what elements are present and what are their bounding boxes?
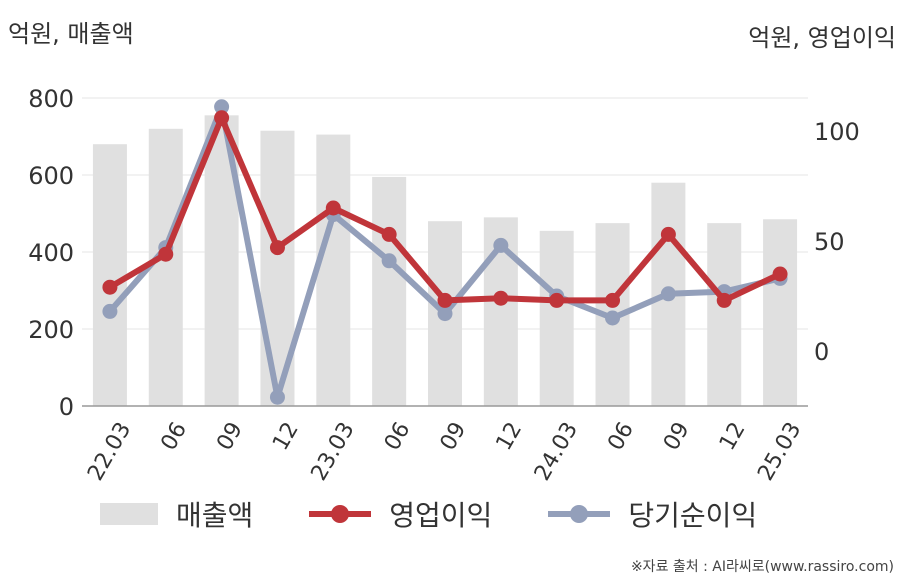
x-tick-label: 06 bbox=[156, 418, 192, 455]
net-income-point bbox=[269, 389, 285, 405]
right-tick-label: 50 bbox=[814, 228, 845, 256]
profit-lines bbox=[102, 99, 788, 405]
x-tick-label: 09 bbox=[436, 418, 472, 455]
legend-swatch-revenue bbox=[100, 503, 158, 525]
operating-profit-point bbox=[716, 292, 732, 308]
left-tick-label: 800 bbox=[28, 85, 74, 113]
legend-item-operating-profit: 영업이익 bbox=[309, 494, 492, 534]
left-tick-label: 200 bbox=[28, 316, 74, 344]
operating-profit-point bbox=[381, 226, 397, 242]
net-income-point bbox=[493, 237, 509, 253]
operating-profit-point bbox=[549, 292, 565, 308]
operating-profit-point bbox=[269, 240, 285, 256]
right-tick-label: 0 bbox=[814, 338, 829, 366]
operating-profit-point bbox=[605, 292, 621, 308]
left-tick-label: 400 bbox=[28, 239, 74, 267]
revenue-bar bbox=[92, 144, 127, 406]
legend-item-net-income: 당기순이익 bbox=[548, 494, 757, 534]
net-income-point bbox=[605, 310, 621, 326]
x-tick-label: 12 bbox=[715, 418, 751, 455]
x-tick-label: 12 bbox=[268, 418, 304, 455]
source-note: ※자료 출처 : AI라씨로(www.rassiro.com) bbox=[630, 559, 894, 575]
operating-profit-point bbox=[214, 110, 230, 126]
operating-profit-point bbox=[493, 290, 509, 306]
revenue-bar bbox=[707, 223, 742, 406]
legend-label-operating-profit: 영업이익 bbox=[389, 499, 493, 532]
legend: 매출액 영업이익 당기순이익 bbox=[100, 494, 813, 534]
operating-profit-point bbox=[158, 246, 174, 262]
x-tick-label: 22.03 bbox=[83, 418, 136, 485]
left-axis-unit: 억원, 매출액 bbox=[8, 20, 134, 48]
left-tick-label: 600 bbox=[28, 162, 74, 190]
legend-label-revenue: 매출액 bbox=[176, 499, 254, 532]
net-income-point bbox=[437, 306, 453, 322]
x-tick-label: 24.03 bbox=[530, 418, 583, 485]
net-income-point bbox=[102, 303, 118, 319]
left-tick-label: 0 bbox=[59, 393, 74, 421]
x-tick-label: 23.03 bbox=[307, 418, 360, 485]
revenue-bar bbox=[148, 128, 183, 407]
operating-profit-point bbox=[437, 292, 453, 308]
legend-item-revenue: 매출액 bbox=[100, 494, 253, 534]
net-income-point bbox=[381, 253, 397, 269]
revenue-bar bbox=[316, 134, 351, 406]
legend-swatch-operating-profit bbox=[309, 503, 372, 525]
x-tick-label: 06 bbox=[380, 418, 416, 455]
right-axis-unit: 억원, 영업이익 bbox=[748, 24, 896, 52]
revenue-bar bbox=[763, 219, 798, 406]
x-tick-label: 25.03 bbox=[753, 418, 806, 485]
operating-profit-point bbox=[772, 266, 788, 282]
legend-swatch-net-income bbox=[548, 503, 611, 525]
revenue-bars bbox=[92, 115, 798, 407]
net-income-point bbox=[214, 99, 230, 115]
legend-label-net-income: 당기순이익 bbox=[628, 499, 758, 532]
x-tick-label: 09 bbox=[212, 418, 248, 455]
operating-profit-point bbox=[660, 226, 676, 242]
x-tick-label: 09 bbox=[659, 418, 695, 455]
revenue-bar bbox=[372, 176, 407, 406]
operating-profit-point bbox=[325, 200, 341, 216]
net-income-point bbox=[660, 286, 676, 302]
revenue-bar bbox=[539, 230, 574, 406]
operating-profit-point bbox=[102, 279, 118, 295]
x-tick-label: 06 bbox=[603, 418, 639, 455]
right-tick-label: 100 bbox=[814, 118, 860, 146]
x-tick-label: 12 bbox=[492, 418, 528, 455]
